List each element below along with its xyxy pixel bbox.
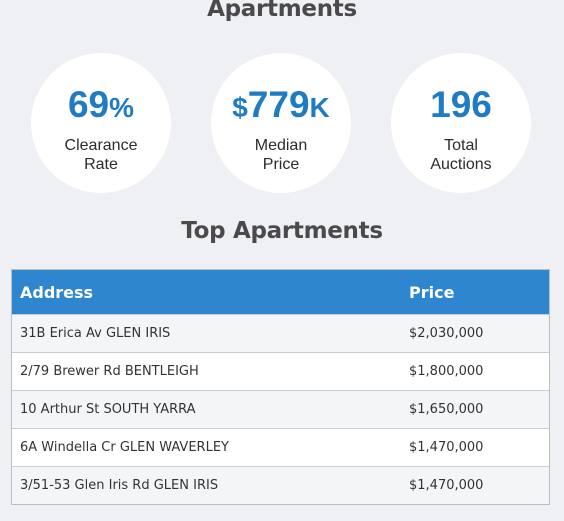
address-cell: 2/79 Brewer Rd BENTLEIGH — [20, 364, 199, 379]
address-cell: 10 Arthur St SOUTH YARRA — [20, 402, 196, 417]
price-cell: $1,470,000 — [409, 440, 484, 455]
table-row: 31B Erica Av GLEN IRIS $2,030,000 — [12, 314, 549, 352]
top-apartments-table: Address Price 31B Erica Av GLEN IRIS $2,… — [11, 269, 550, 505]
price-cell: $1,800,000 — [409, 364, 484, 379]
section-title-top-apartments: Top Apartments — [181, 218, 383, 244]
table-body: 31B Erica Av GLEN IRIS $2,030,000 2/79 B… — [12, 314, 549, 504]
stat-value: 69% — [67, 84, 135, 125]
table-row: 6A Windella Cr GLEN WAVERLEY $1,470,000 — [12, 428, 549, 466]
stat-label: Clearance Rate — [64, 137, 138, 173]
stat-value: $779K — [232, 84, 330, 125]
stat-label: Median Price — [254, 137, 308, 173]
column-header-price: Price — [409, 282, 455, 302]
stat-total-auctions: 196 Total Auctions — [391, 53, 531, 193]
column-header-address: Address — [20, 282, 94, 302]
price-cell: $1,470,000 — [409, 478, 484, 493]
table-row: 3/51-53 Glen Iris Rd GLEN IRIS $1,470,00… — [12, 466, 549, 504]
table-row: 2/79 Brewer Rd BENTLEIGH $1,800,000 — [12, 352, 549, 390]
stat-value: 196 — [430, 84, 492, 125]
stat-median-price: $779K Median Price — [211, 53, 351, 193]
table-header: Address Price — [12, 270, 549, 314]
price-cell: $2,030,000 — [409, 326, 484, 341]
stat-clearance-rate: 69% Clearance Rate — [31, 53, 171, 193]
price-cell: $1,650,000 — [409, 402, 484, 417]
table-row: 10 Arthur St SOUTH YARRA $1,650,000 — [12, 390, 549, 428]
address-cell: 3/51-53 Glen Iris Rd GLEN IRIS — [20, 478, 219, 493]
page-title: Apartments — [207, 0, 357, 22]
stat-label: Total Auctions — [430, 137, 492, 173]
address-cell: 6A Windella Cr GLEN WAVERLEY — [20, 440, 229, 455]
address-cell: 31B Erica Av GLEN IRIS — [20, 326, 171, 341]
